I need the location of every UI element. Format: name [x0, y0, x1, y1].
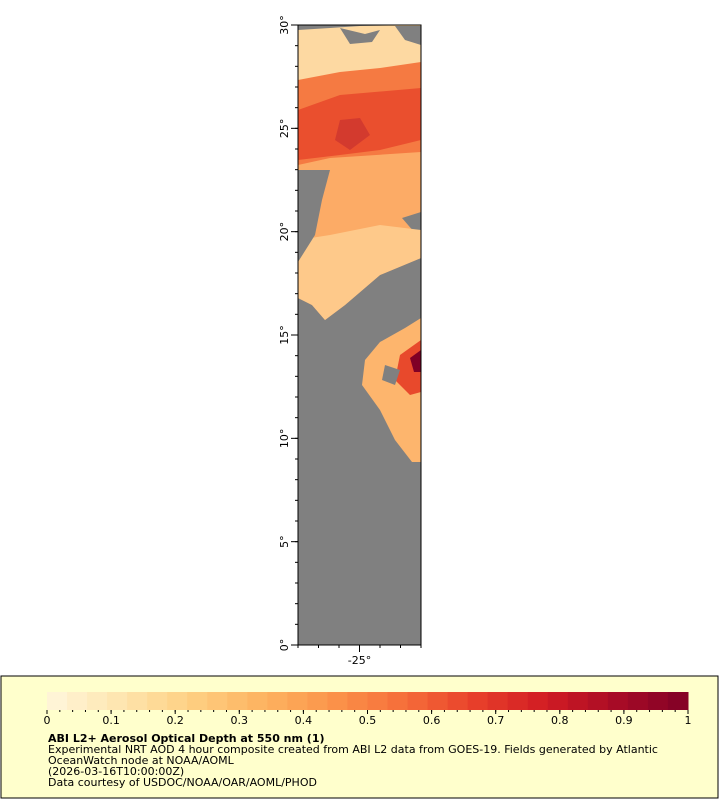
- colorbar-swatch: [507, 692, 529, 710]
- colorbar-tick-label: 0.8: [551, 714, 569, 727]
- colorbar-swatch: [567, 692, 589, 710]
- colorbar-swatch: [547, 692, 569, 710]
- colorbar-tick-label: 0.6: [423, 714, 441, 727]
- colorbar-tick-label: 0.9: [615, 714, 633, 727]
- map: [297, 24, 422, 646]
- colorbar-swatch: [287, 692, 308, 710]
- lat-tick-label: 15°: [278, 325, 291, 345]
- colorbar-swatch: [667, 692, 689, 710]
- colorbar-swatch: [447, 692, 469, 710]
- colorbar-swatch: [367, 692, 389, 710]
- no-data: [340, 28, 380, 44]
- legend-line: Experimental NRT AOD 4 hour composite cr…: [48, 743, 658, 756]
- lat-tick-label: 30°: [278, 15, 291, 35]
- colorbar-swatch: [127, 692, 148, 710]
- colorbar-tick-label: 0.1: [102, 714, 120, 727]
- lon-tick-label: -25°: [348, 654, 371, 667]
- colorbar-swatch: [347, 692, 368, 710]
- colorbar-swatch: [587, 692, 609, 710]
- colorbar-swatch: [247, 692, 268, 710]
- colorbar-swatch: [427, 692, 449, 710]
- colorbar-swatch: [107, 692, 128, 710]
- colorbar-swatch: [67, 692, 88, 710]
- colorbar-swatch: [387, 692, 409, 710]
- axes: 0° 5° 10° 15° 20° 25° 30° -25°: [278, 15, 422, 667]
- legend-line: (2026-03-16T10:00:00Z): [48, 765, 184, 778]
- lat-tick-label: 0°: [278, 639, 291, 652]
- colorbar-swatch: [187, 692, 208, 710]
- colorbar-tick-label: 0.4: [295, 714, 313, 727]
- colorbar-swatch: [467, 692, 489, 710]
- colorbar-swatch: [207, 692, 228, 710]
- colorbar-swatch: [87, 692, 108, 710]
- colorbar-tick-label: 0.3: [231, 714, 249, 727]
- colorbar-tick-label: 0: [44, 714, 51, 727]
- colorbar-swatch: [487, 692, 509, 710]
- no-data: [382, 365, 400, 385]
- colorbar-swatch: [647, 692, 669, 710]
- colorbar-swatch: [607, 692, 629, 710]
- lat-tick-label: 10°: [278, 429, 291, 449]
- legend-line: Data courtesy of USDOC/NOAA/OAR/AOML/PHO…: [48, 776, 317, 789]
- lat-tick-label: 20°: [278, 222, 291, 242]
- legend-title: ABI L2+ Aerosol Optical Depth at 550 nm …: [48, 732, 325, 745]
- colorbar-tick-label: 0.5: [359, 714, 377, 727]
- aerosol-area: [410, 350, 421, 372]
- legend-line: OceanWatch node at NOAA/AOML: [48, 754, 235, 767]
- colorbar-tick-label: 0.7: [487, 714, 505, 727]
- colorbar-swatch: [227, 692, 248, 710]
- colorbar-swatch: [407, 692, 429, 710]
- lat-tick-label: 5°: [278, 535, 291, 548]
- colorbar-tick-label: 1: [685, 714, 692, 727]
- aerosol-area: [298, 225, 421, 320]
- colorbar-swatch: [627, 692, 649, 710]
- lat-tick-label: 25°: [278, 119, 291, 139]
- colorbar-swatch: [307, 692, 328, 710]
- aerosol-area: [395, 340, 421, 395]
- colorbar-swatch: [527, 692, 549, 710]
- aerosol-area: [335, 118, 370, 150]
- no-data: [395, 26, 421, 45]
- colorbar-swatch: [147, 692, 168, 710]
- colorbar-swatch: [167, 692, 188, 710]
- colorbar: 0 0.1 0.2 0.3 0.4 0.5 0.6 0.7 0.8 0.9 1: [44, 692, 692, 727]
- colorbar-tick-label: 0.2: [166, 714, 184, 727]
- no-data: [298, 170, 330, 262]
- colorbar-swatch: [267, 692, 288, 710]
- colorbar-swatch: [47, 692, 68, 710]
- colorbar-swatch: [327, 692, 348, 710]
